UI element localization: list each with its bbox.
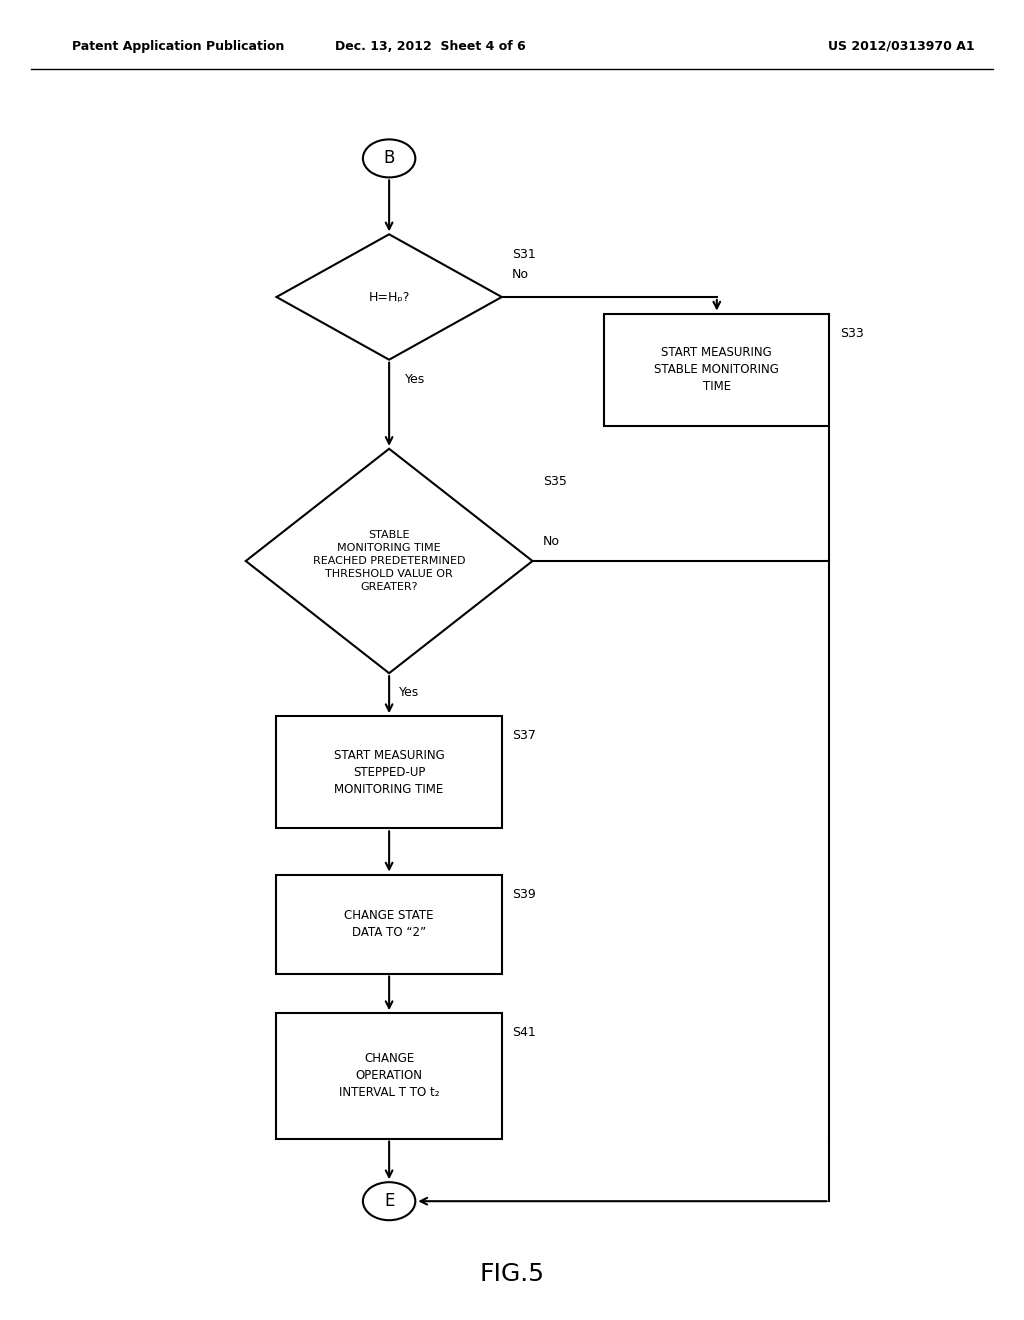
Text: Dec. 13, 2012  Sheet 4 of 6: Dec. 13, 2012 Sheet 4 of 6 — [335, 40, 525, 53]
Text: START MEASURING
STABLE MONITORING
TIME: START MEASURING STABLE MONITORING TIME — [654, 346, 779, 393]
Text: S39: S39 — [512, 888, 536, 900]
Text: Patent Application Publication: Patent Application Publication — [72, 40, 284, 53]
Text: H=Hₚ?: H=Hₚ? — [369, 290, 410, 304]
Text: Yes: Yes — [404, 372, 425, 385]
Text: US 2012/0313970 A1: US 2012/0313970 A1 — [827, 40, 975, 53]
Text: CHANGE
OPERATION
INTERVAL T TO t₂: CHANGE OPERATION INTERVAL T TO t₂ — [339, 1052, 439, 1100]
Text: S31: S31 — [512, 248, 536, 260]
Text: S41: S41 — [512, 1027, 536, 1039]
Text: Yes: Yes — [399, 686, 420, 700]
Text: STABLE
MONITORING TIME
REACHED PREDETERMINED
THRESHOLD VALUE OR
GREATER?: STABLE MONITORING TIME REACHED PREDETERM… — [313, 529, 465, 593]
Text: S35: S35 — [543, 475, 566, 488]
Text: S33: S33 — [840, 327, 863, 339]
Text: No: No — [512, 268, 529, 281]
Text: S37: S37 — [512, 729, 536, 742]
Text: B: B — [383, 149, 395, 168]
Text: FIG.5: FIG.5 — [479, 1262, 545, 1286]
Text: START MEASURING
STEPPED-UP
MONITORING TIME: START MEASURING STEPPED-UP MONITORING TI… — [334, 748, 444, 796]
Text: E: E — [384, 1192, 394, 1210]
Text: No: No — [543, 535, 560, 548]
Text: CHANGE STATE
DATA TO “2”: CHANGE STATE DATA TO “2” — [344, 909, 434, 939]
